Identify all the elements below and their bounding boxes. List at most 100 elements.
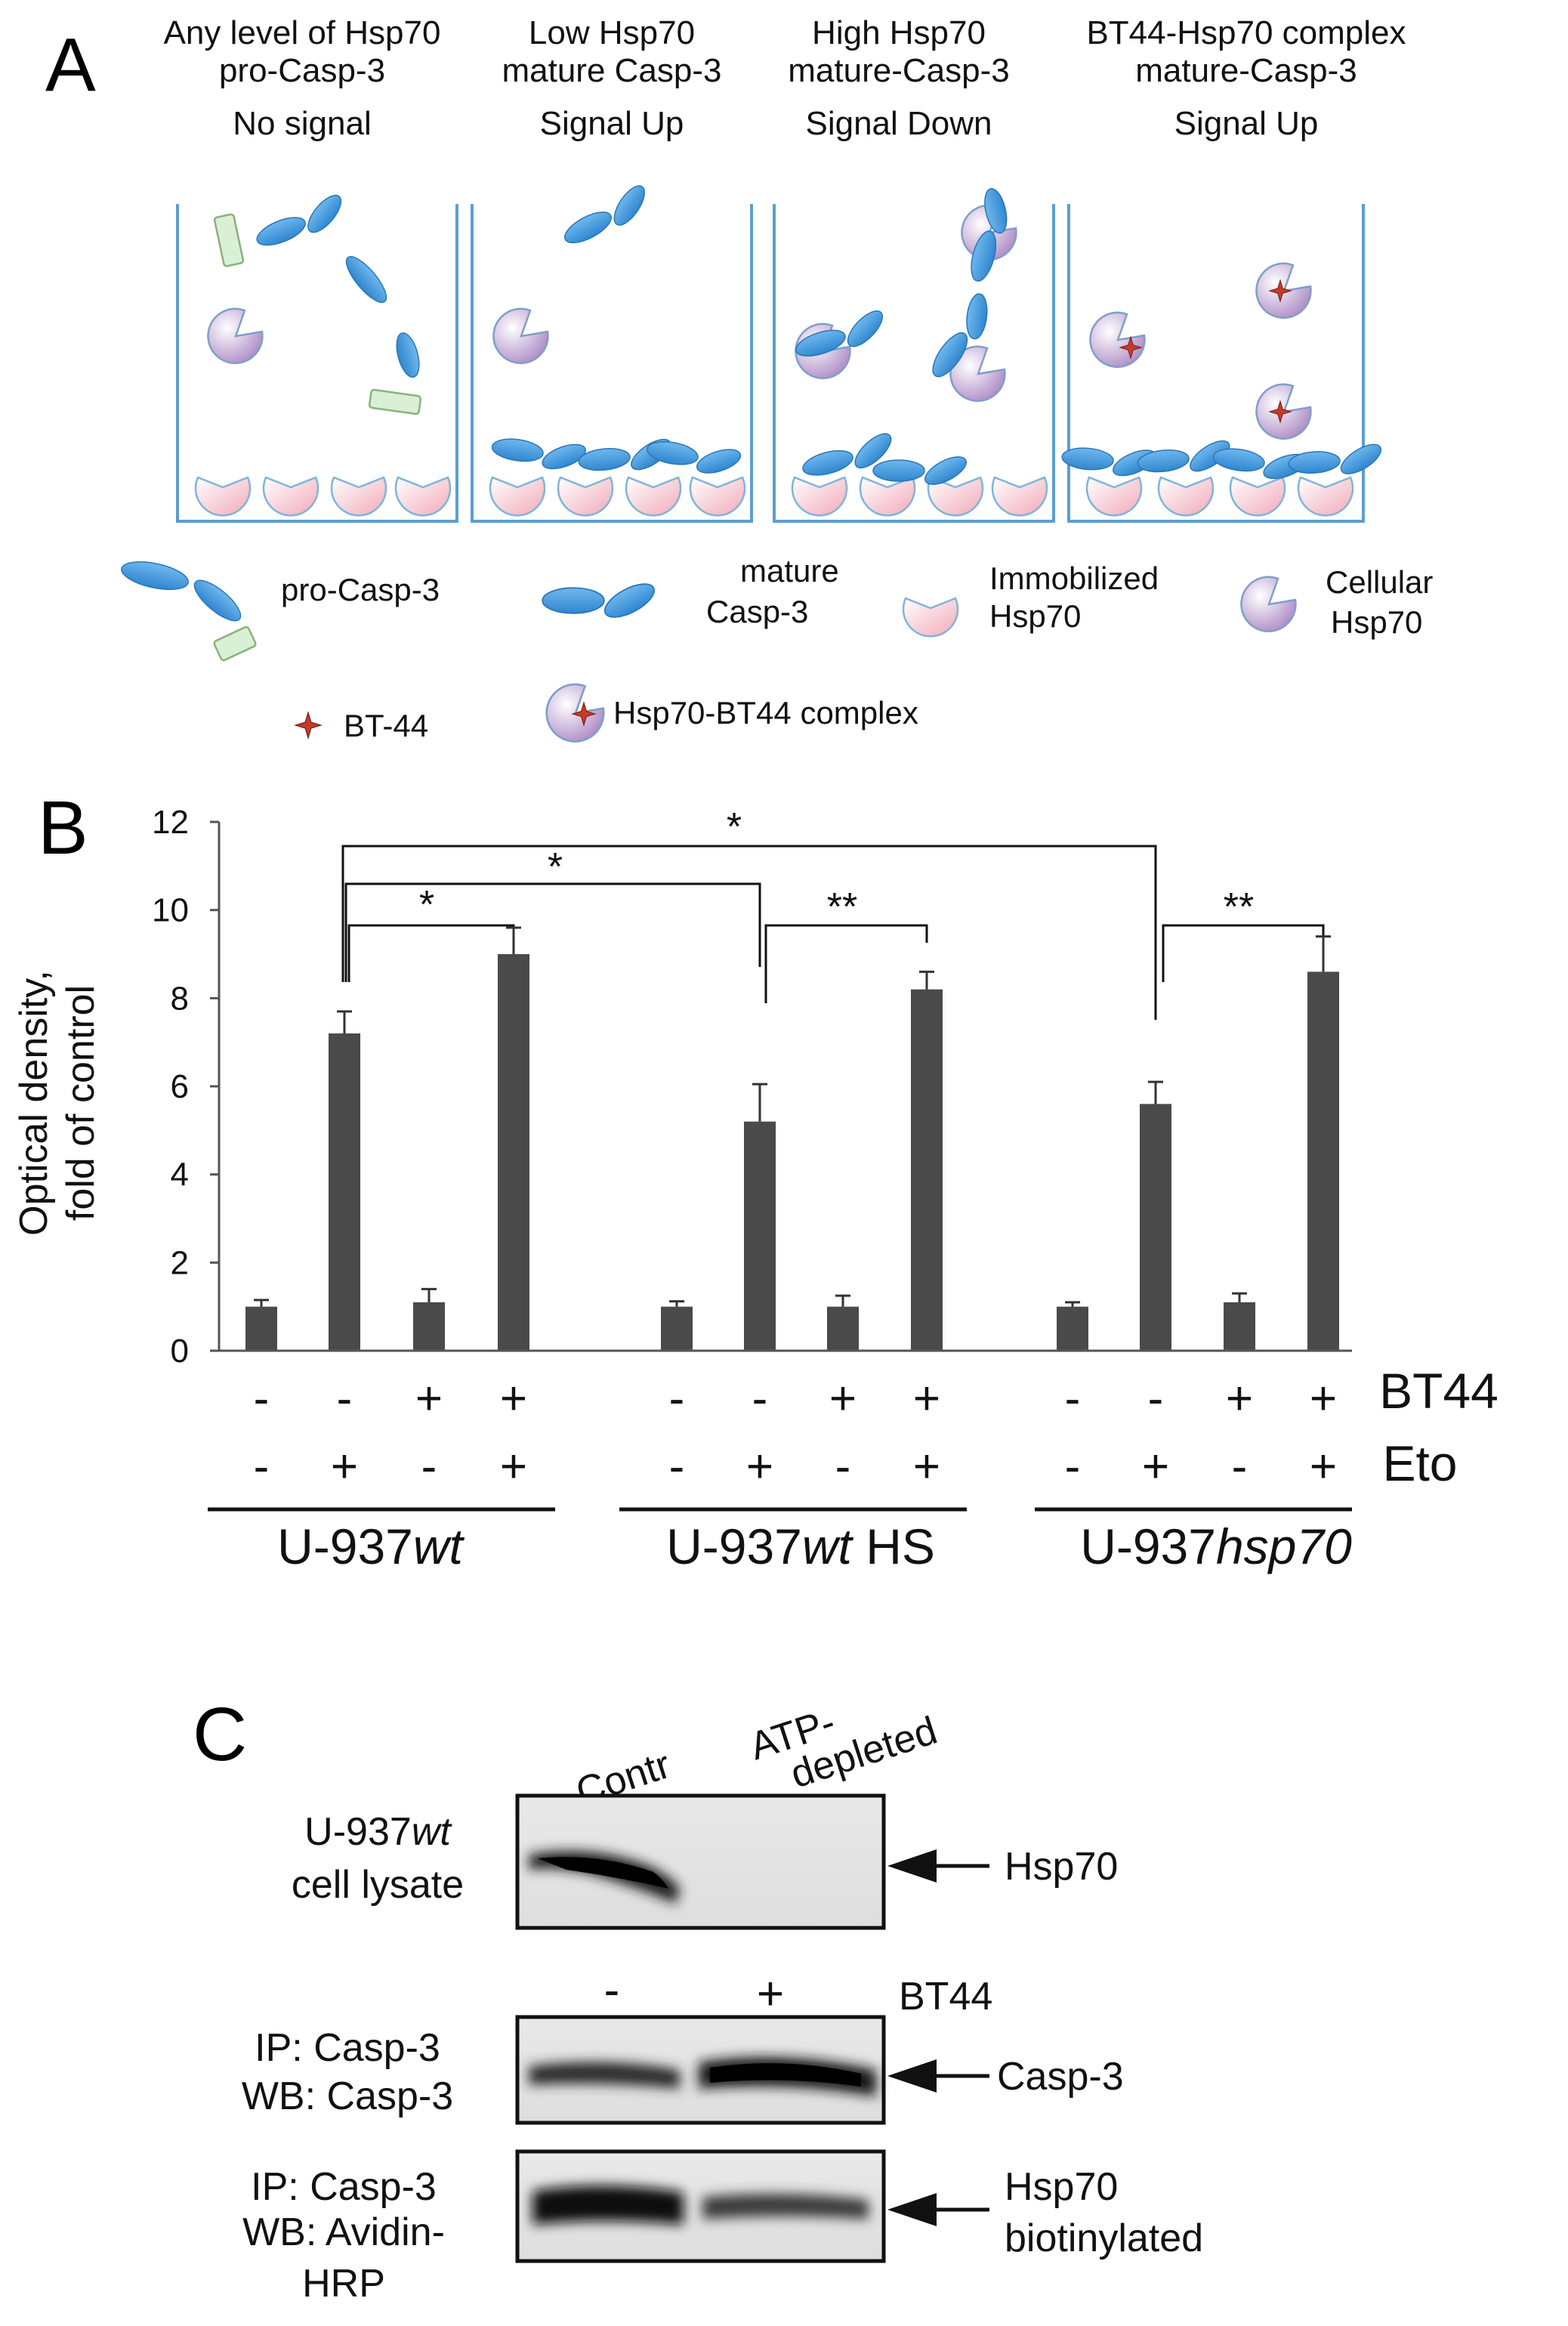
- sig-label-5: **: [1224, 885, 1254, 929]
- y-axis-title-line1: Optical density,: [12, 970, 56, 1236]
- legend-immobilized-line2: Hsp70: [989, 598, 1081, 634]
- eto-sign-g1-3: -: [421, 1441, 437, 1493]
- condition-table: - - - + + - + + - - - + + - + + - - - + + - + +: [254, 1373, 1337, 1493]
- error-bar-g2-4: [919, 970, 934, 990]
- blot2-label-line1: IP: Casp-3: [255, 2026, 440, 2070]
- sig-label-4: **: [827, 885, 857, 929]
- y-tick-label-2: 2: [171, 1244, 189, 1281]
- bt44-sign-g3-2: -: [1148, 1373, 1164, 1425]
- error-bar-g2-2: [752, 1083, 767, 1122]
- sig-bracket-5: [1162, 924, 1325, 982]
- legend-cellular-line2: Hsp70: [1331, 604, 1422, 640]
- blot1-arrow: Hsp70: [887, 1845, 1118, 1889]
- y-tick-label-6: 6: [171, 1068, 189, 1105]
- col3-header-line2: mature-Casp-3: [788, 52, 1009, 89]
- legend-mature-line1: mature: [740, 553, 839, 588]
- legend-bt44-label: BT-44: [344, 708, 428, 743]
- y-tick-label-10: 10: [152, 892, 189, 929]
- blot3-label-line1: IP: Casp-3: [251, 2165, 437, 2209]
- eto-sign-g1-4: +: [500, 1441, 527, 1493]
- blot3-label-line2: WB: Avidin-: [242, 2210, 445, 2254]
- bt44-sign-g1-1: -: [254, 1373, 270, 1425]
- bar-g3-1: [1057, 1306, 1088, 1351]
- bar-g1-3: [413, 1302, 445, 1351]
- bar-g2-3: [827, 1306, 859, 1351]
- error-bars: [254, 926, 1331, 1307]
- error-bar-g3-1: [1065, 1301, 1080, 1307]
- blot-hsp70-lysate: [515, 1793, 886, 1930]
- error-bar-g3-4: [1316, 935, 1331, 972]
- bars: [245, 954, 1339, 1351]
- blot-hsp70-biotinylated: [515, 2149, 886, 2263]
- eto-sign-g3-4: +: [1310, 1441, 1337, 1493]
- row-label-bt44: BT44: [1379, 1363, 1499, 1419]
- error-bar-g1-1: [254, 1299, 269, 1307]
- error-bar-g2-3: [835, 1294, 850, 1307]
- legend-pro-casp3-label: pro-Casp-3: [281, 572, 440, 607]
- well-1-contents: [207, 186, 422, 415]
- blot3-arrow-label-line2: biotinylated: [1005, 2216, 1203, 2260]
- blot-casp3: [515, 2015, 886, 2125]
- eto-sign-g1-2: +: [331, 1441, 358, 1493]
- bar-g3-4: [1307, 971, 1339, 1351]
- well-1: [176, 204, 458, 523]
- sig-bracket-3: [341, 845, 1157, 1020]
- eto-sign-g2-4: +: [913, 1441, 940, 1493]
- col1-header-line3: No signal: [233, 105, 371, 142]
- error-bar-g1-4: [506, 926, 521, 954]
- legend-cellular-hsp70: Cellular Hsp70: [1240, 564, 1433, 640]
- error-bar-g3-2: [1148, 1080, 1163, 1104]
- panel-c: C Contr ATP- depleted U-937wt cell lysat…: [193, 1692, 1203, 2306]
- legend-cellular-line1: Cellular: [1326, 564, 1433, 600]
- legend-mature-casp3: mature Casp-3: [542, 553, 839, 629]
- blot2-arrow-label: Casp-3: [997, 2055, 1124, 2099]
- lane-plus: +: [757, 1968, 784, 2020]
- col2-header-line2: mature Casp-3: [502, 52, 721, 89]
- well-2-contents: [489, 176, 747, 486]
- col4-header-line1: BT44-Hsp70 complex: [1086, 14, 1406, 51]
- error-bar-g3-3: [1232, 1292, 1247, 1302]
- col2-header-line1: Low Hsp70: [529, 14, 695, 51]
- bt44-sign-g2-1: -: [669, 1373, 685, 1425]
- blot3-label-line3: HRP: [302, 2262, 385, 2306]
- col1-header-line2: pro-Casp-3: [219, 52, 385, 89]
- well-4-contents: [1060, 262, 1387, 490]
- bt44-sign-g3-1: -: [1065, 1373, 1081, 1425]
- y-axis-title-line2: fold of control: [59, 985, 103, 1221]
- blot3-arrow-label-line1: Hsp70: [1005, 2165, 1118, 2209]
- bt44-sign-g1-2: -: [337, 1373, 353, 1425]
- blot1-label-line1: U-937wt: [304, 1810, 452, 1854]
- significance-brackets: ***** **: [341, 805, 1325, 1020]
- eto-sign-g2-3: -: [835, 1441, 851, 1493]
- well-2: [471, 204, 753, 523]
- blot1-side-label: U-937wt cell lysate: [292, 1810, 464, 1907]
- legend-bt44: BT-44: [295, 708, 428, 743]
- bt44-sign-g1-4: +: [500, 1373, 527, 1425]
- sig-bracket-4: [764, 924, 928, 1003]
- bt44-lane-label: BT44: [899, 1975, 992, 2019]
- sig-label-3: *: [727, 805, 742, 849]
- well-3: [773, 204, 1055, 523]
- blot2-label-line2: WB: Casp-3: [242, 2074, 453, 2118]
- sig-label-1: *: [419, 883, 434, 927]
- bt44-sign-g2-3: +: [829, 1373, 857, 1425]
- legend-complex: Hsp70-BT44 complex: [545, 683, 918, 743]
- blot2-arrow: Casp-3: [887, 2055, 1124, 2099]
- eto-sign-g1-1: -: [254, 1441, 270, 1493]
- bt44-sign-g3-3: +: [1226, 1373, 1253, 1425]
- bar-g2-2: [744, 1121, 776, 1351]
- blot3-arrow: Hsp70 biotinylated: [887, 2165, 1203, 2260]
- legend-complex-label: Hsp70-BT44 complex: [613, 695, 918, 731]
- col4-header-line3: Signal Up: [1174, 105, 1319, 142]
- lane-minus: -: [604, 1964, 620, 2016]
- eto-sign-g2-1: -: [669, 1441, 685, 1493]
- panel-c-label: C: [193, 1692, 247, 1777]
- panel-a-legend: pro-Casp-3 mature Casp-3 Immobilized Hsp…: [121, 553, 1433, 743]
- col2-header-line3: Signal Up: [540, 105, 684, 142]
- col3-header-line3: Signal Down: [805, 105, 992, 142]
- bar-g1-4: [498, 954, 529, 1351]
- well-3-contents: [789, 181, 1022, 491]
- bt44-sign-g1-3: +: [415, 1373, 443, 1425]
- panel-a-label: A: [45, 23, 96, 107]
- panel-b: B Optical density, fold of control 0 2 4 6 8…: [12, 786, 1499, 1574]
